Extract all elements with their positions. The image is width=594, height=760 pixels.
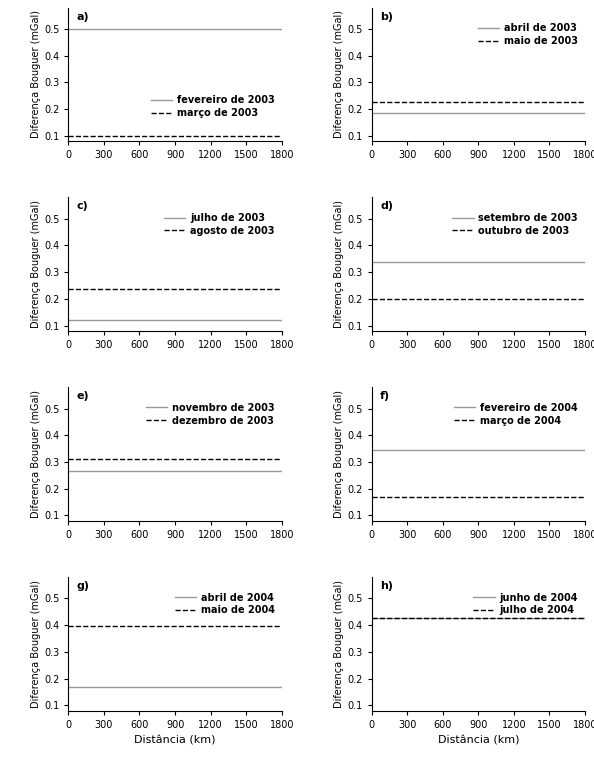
Y-axis label: Diferença Bouguer (mGal): Diferença Bouguer (mGal) [334, 11, 345, 138]
Legend: novembro de 2003, dezembro de 2003: novembro de 2003, dezembro de 2003 [146, 403, 275, 426]
Legend: fevereiro de 2004, março de 2004: fevereiro de 2004, março de 2004 [454, 403, 578, 426]
Y-axis label: Diferença Bouguer (mGal): Diferença Bouguer (mGal) [334, 200, 345, 328]
Legend: julho de 2003, agosto de 2003: julho de 2003, agosto de 2003 [164, 213, 275, 236]
Legend: fevereiro de 2003, março de 2003: fevereiro de 2003, março de 2003 [151, 95, 275, 119]
X-axis label: Distância (km): Distância (km) [438, 735, 519, 746]
Legend: junho de 2004, julho de 2004: junho de 2004, julho de 2004 [473, 593, 578, 616]
Y-axis label: Diferença Bouguer (mGal): Diferença Bouguer (mGal) [31, 200, 41, 328]
Text: h): h) [380, 581, 393, 591]
Y-axis label: Diferença Bouguer (mGal): Diferença Bouguer (mGal) [31, 11, 41, 138]
Text: d): d) [380, 201, 393, 211]
Y-axis label: Diferença Bouguer (mGal): Diferença Bouguer (mGal) [334, 580, 345, 708]
Y-axis label: Diferença Bouguer (mGal): Diferença Bouguer (mGal) [334, 390, 345, 518]
Legend: abril de 2003, maio de 2003: abril de 2003, maio de 2003 [478, 23, 578, 46]
Text: e): e) [77, 391, 90, 401]
Text: b): b) [380, 11, 393, 21]
X-axis label: Distância (km): Distância (km) [134, 735, 216, 746]
Text: c): c) [77, 201, 89, 211]
Legend: setembro de 2003, outubro de 2003: setembro de 2003, outubro de 2003 [452, 213, 578, 236]
Legend: abril de 2004, maio de 2004: abril de 2004, maio de 2004 [175, 593, 275, 616]
Y-axis label: Diferença Bouguer (mGal): Diferença Bouguer (mGal) [31, 580, 41, 708]
Text: g): g) [77, 581, 90, 591]
Text: a): a) [77, 11, 90, 21]
Text: f): f) [380, 391, 390, 401]
Y-axis label: Diferença Bouguer (mGal): Diferença Bouguer (mGal) [31, 390, 41, 518]
